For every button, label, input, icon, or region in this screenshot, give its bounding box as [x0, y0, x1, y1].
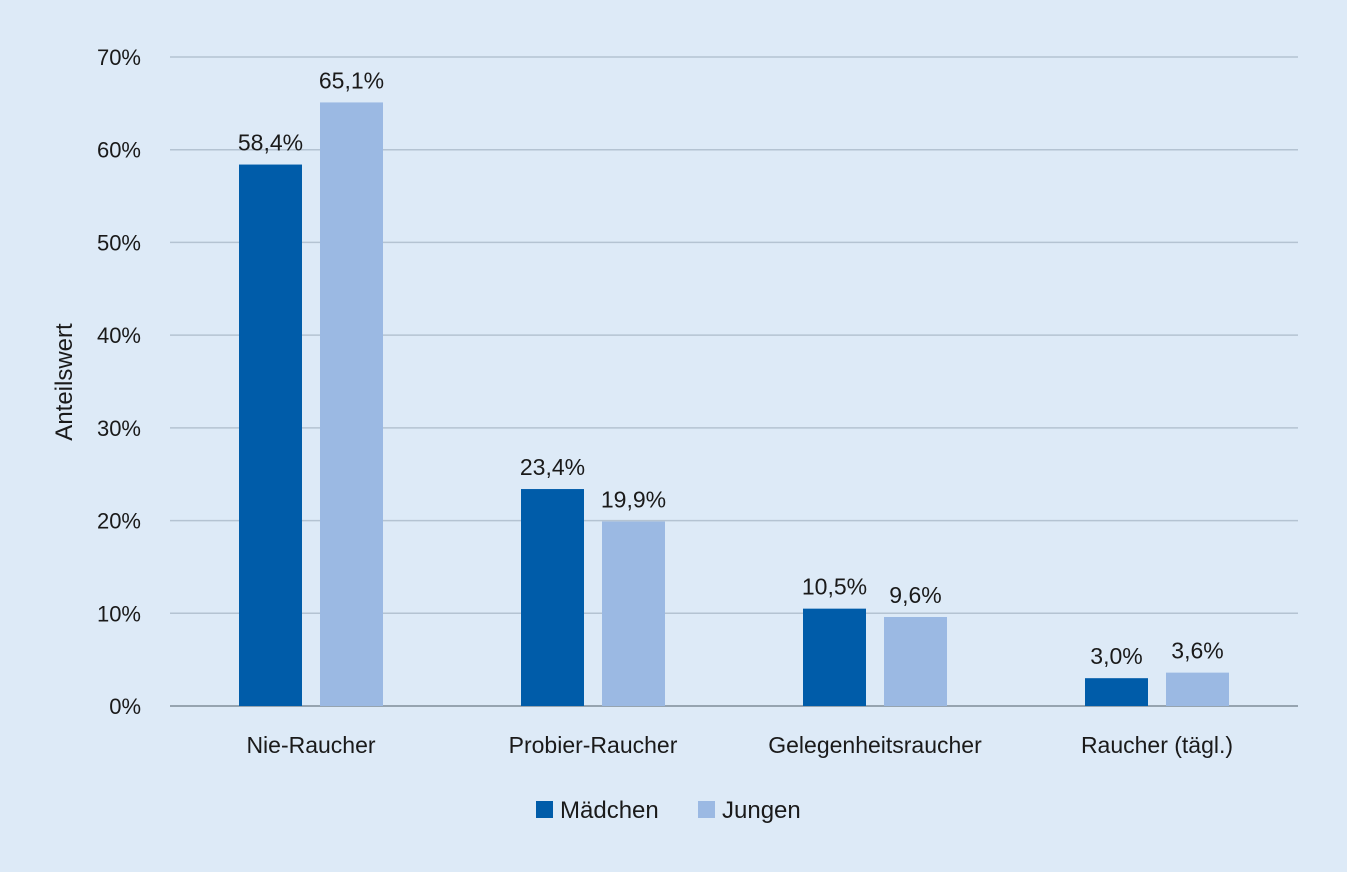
legend-label: Jungen — [722, 797, 801, 824]
category-label: Raucher (tägl.) — [1081, 732, 1233, 758]
bar-maedchen — [239, 164, 302, 706]
y-axis-label: Anteilswert — [51, 323, 78, 441]
data-label: 3,6% — [1171, 638, 1223, 664]
data-label: 10,5% — [802, 574, 867, 600]
y-tick-label: 20% — [97, 509, 141, 534]
legend-swatch — [698, 801, 715, 818]
y-tick-label: 60% — [97, 138, 141, 163]
data-label: 19,9% — [601, 486, 666, 512]
bar-jungen — [602, 521, 665, 706]
bar-jungen — [320, 102, 383, 707]
category-label: Gelegenheitsraucher — [768, 732, 982, 758]
legend: Mädchen Jungen — [536, 797, 801, 824]
x-axis-categories: Nie-Raucher Probier-Raucher Gelegenheitsra… — [246, 732, 1233, 758]
category-label: Probier-Raucher — [509, 732, 678, 758]
y-axis-ticks: 0% 10% 20% 30% 40% 50% 60% 70% — [97, 45, 141, 719]
legend-label: Mädchen — [560, 797, 659, 824]
bar-jungen — [1166, 672, 1229, 706]
data-label: 3,0% — [1090, 643, 1142, 669]
y-tick-label: 50% — [97, 230, 141, 255]
y-tick-label: 0% — [109, 694, 141, 719]
y-tick-label: 30% — [97, 416, 141, 441]
bar-maedchen — [521, 489, 584, 706]
data-label: 23,4% — [520, 454, 585, 480]
y-tick-label: 70% — [97, 45, 141, 70]
bar-maedchen — [803, 608, 866, 706]
data-label: 65,1% — [319, 67, 384, 93]
bar-maedchen — [1085, 678, 1148, 706]
bars — [239, 102, 1229, 707]
y-tick-label: 10% — [97, 601, 141, 626]
category-label: Nie-Raucher — [246, 732, 375, 758]
data-label: 58,4% — [238, 130, 303, 156]
y-tick-label: 40% — [97, 323, 141, 348]
bar-jungen — [884, 616, 947, 706]
data-label: 9,6% — [889, 582, 941, 608]
legend-swatch — [536, 801, 553, 818]
data-labels: 58,4% 65,1% 23,4% 19,9% 10,5% 9,6% 3,0% 3,6% — [238, 67, 1224, 669]
